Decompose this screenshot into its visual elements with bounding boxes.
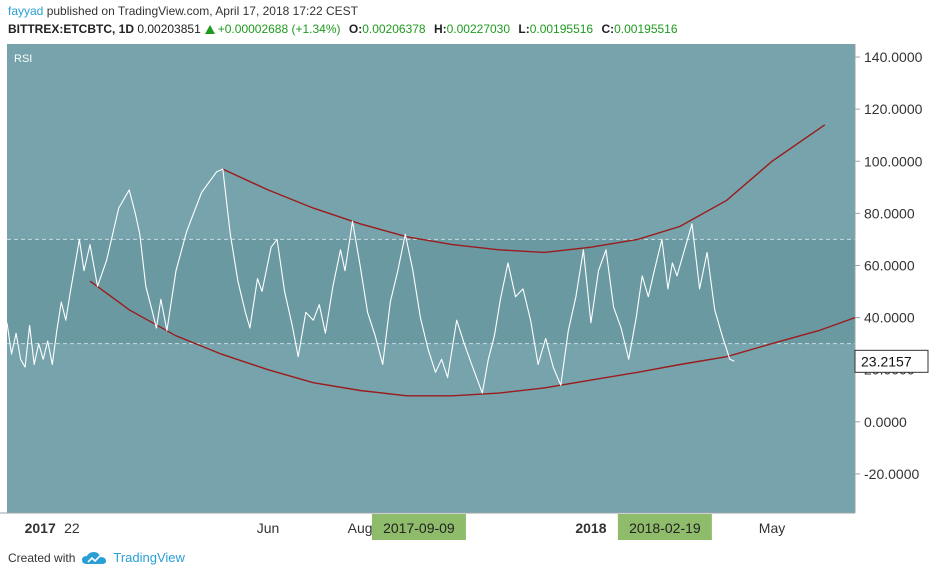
current-value-label: 23.2157 bbox=[861, 353, 912, 369]
open-value: 0.00206378 bbox=[362, 22, 426, 36]
created-with-text: Created with bbox=[8, 550, 76, 565]
y-tick-label: -20.0000 bbox=[864, 466, 919, 482]
low-label: L: bbox=[518, 22, 530, 36]
y-axis-panel bbox=[855, 44, 943, 540]
author-link[interactable]: fayyad bbox=[8, 4, 44, 18]
y-tick-label: 140.0000 bbox=[864, 49, 923, 65]
y-tick-label: 0.0000 bbox=[864, 414, 907, 430]
rsi-series-line[interactable] bbox=[6, 168, 735, 394]
publish-line: fayyad published on TradingView.com, Apr… bbox=[8, 4, 358, 18]
symbol-line: BITTREX:ETCBTC, 1D 0.00203851 +0.00002688… bbox=[8, 22, 678, 36]
published-text: published on TradingView.com, April 17, … bbox=[46, 4, 359, 18]
date-badge-label: 2018-02-19 bbox=[629, 520, 701, 536]
y-tick-label: 120.0000 bbox=[864, 101, 923, 117]
y-tick-label: 60.0000 bbox=[864, 257, 915, 273]
open-label: O: bbox=[348, 22, 363, 36]
upper-arc-line bbox=[222, 124, 826, 254]
price-change: +0.00002688 (+1.34%) bbox=[217, 22, 341, 36]
y-tick-label: 100.0000 bbox=[864, 153, 923, 169]
rsi-chart[interactable]: 140.0000 120.0000 100.0000 80.0000 60.0000 40… bbox=[0, 40, 943, 540]
close-label: C: bbox=[601, 22, 615, 36]
y-tick-label: 80.0000 bbox=[864, 205, 915, 221]
cloud-icon bbox=[82, 551, 107, 564]
x-tick-label: Aug bbox=[348, 520, 373, 536]
high-label: H: bbox=[433, 22, 447, 36]
high-value: 0.00227030 bbox=[446, 22, 511, 36]
x-tick-label: 2018 bbox=[575, 520, 606, 536]
footer: Created with TradingView bbox=[8, 550, 185, 565]
y-tick-label: 40.0000 bbox=[864, 310, 915, 326]
up-arrow-icon bbox=[204, 25, 215, 34]
x-tick-label: May bbox=[759, 520, 785, 536]
date-badge-label: 2017-09-09 bbox=[383, 520, 455, 536]
current-value-box bbox=[854, 349, 929, 373]
last-price: 0.00203851 bbox=[137, 22, 201, 36]
x-tick-label: Jun bbox=[257, 520, 280, 536]
low-value: 0.00195516 bbox=[529, 22, 594, 36]
x-tick-label: 2017 bbox=[25, 520, 56, 536]
rsi-band bbox=[7, 239, 855, 344]
tradingview-brand[interactable]: TradingView bbox=[113, 550, 185, 565]
symbol-name: BITTREX:ETCBTC, 1D bbox=[8, 22, 134, 36]
close-value: 0.00195516 bbox=[614, 22, 678, 36]
date-badge bbox=[371, 514, 466, 540]
x-tick-label: 22 bbox=[64, 520, 80, 536]
date-badge bbox=[617, 514, 712, 540]
chart-title: RSI bbox=[14, 53, 32, 65]
lower-arc-line bbox=[89, 280, 856, 397]
